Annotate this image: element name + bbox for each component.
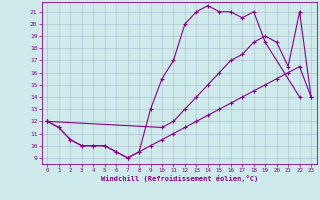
X-axis label: Windchill (Refroidissement éolien,°C): Windchill (Refroidissement éolien,°C) xyxy=(100,175,258,182)
